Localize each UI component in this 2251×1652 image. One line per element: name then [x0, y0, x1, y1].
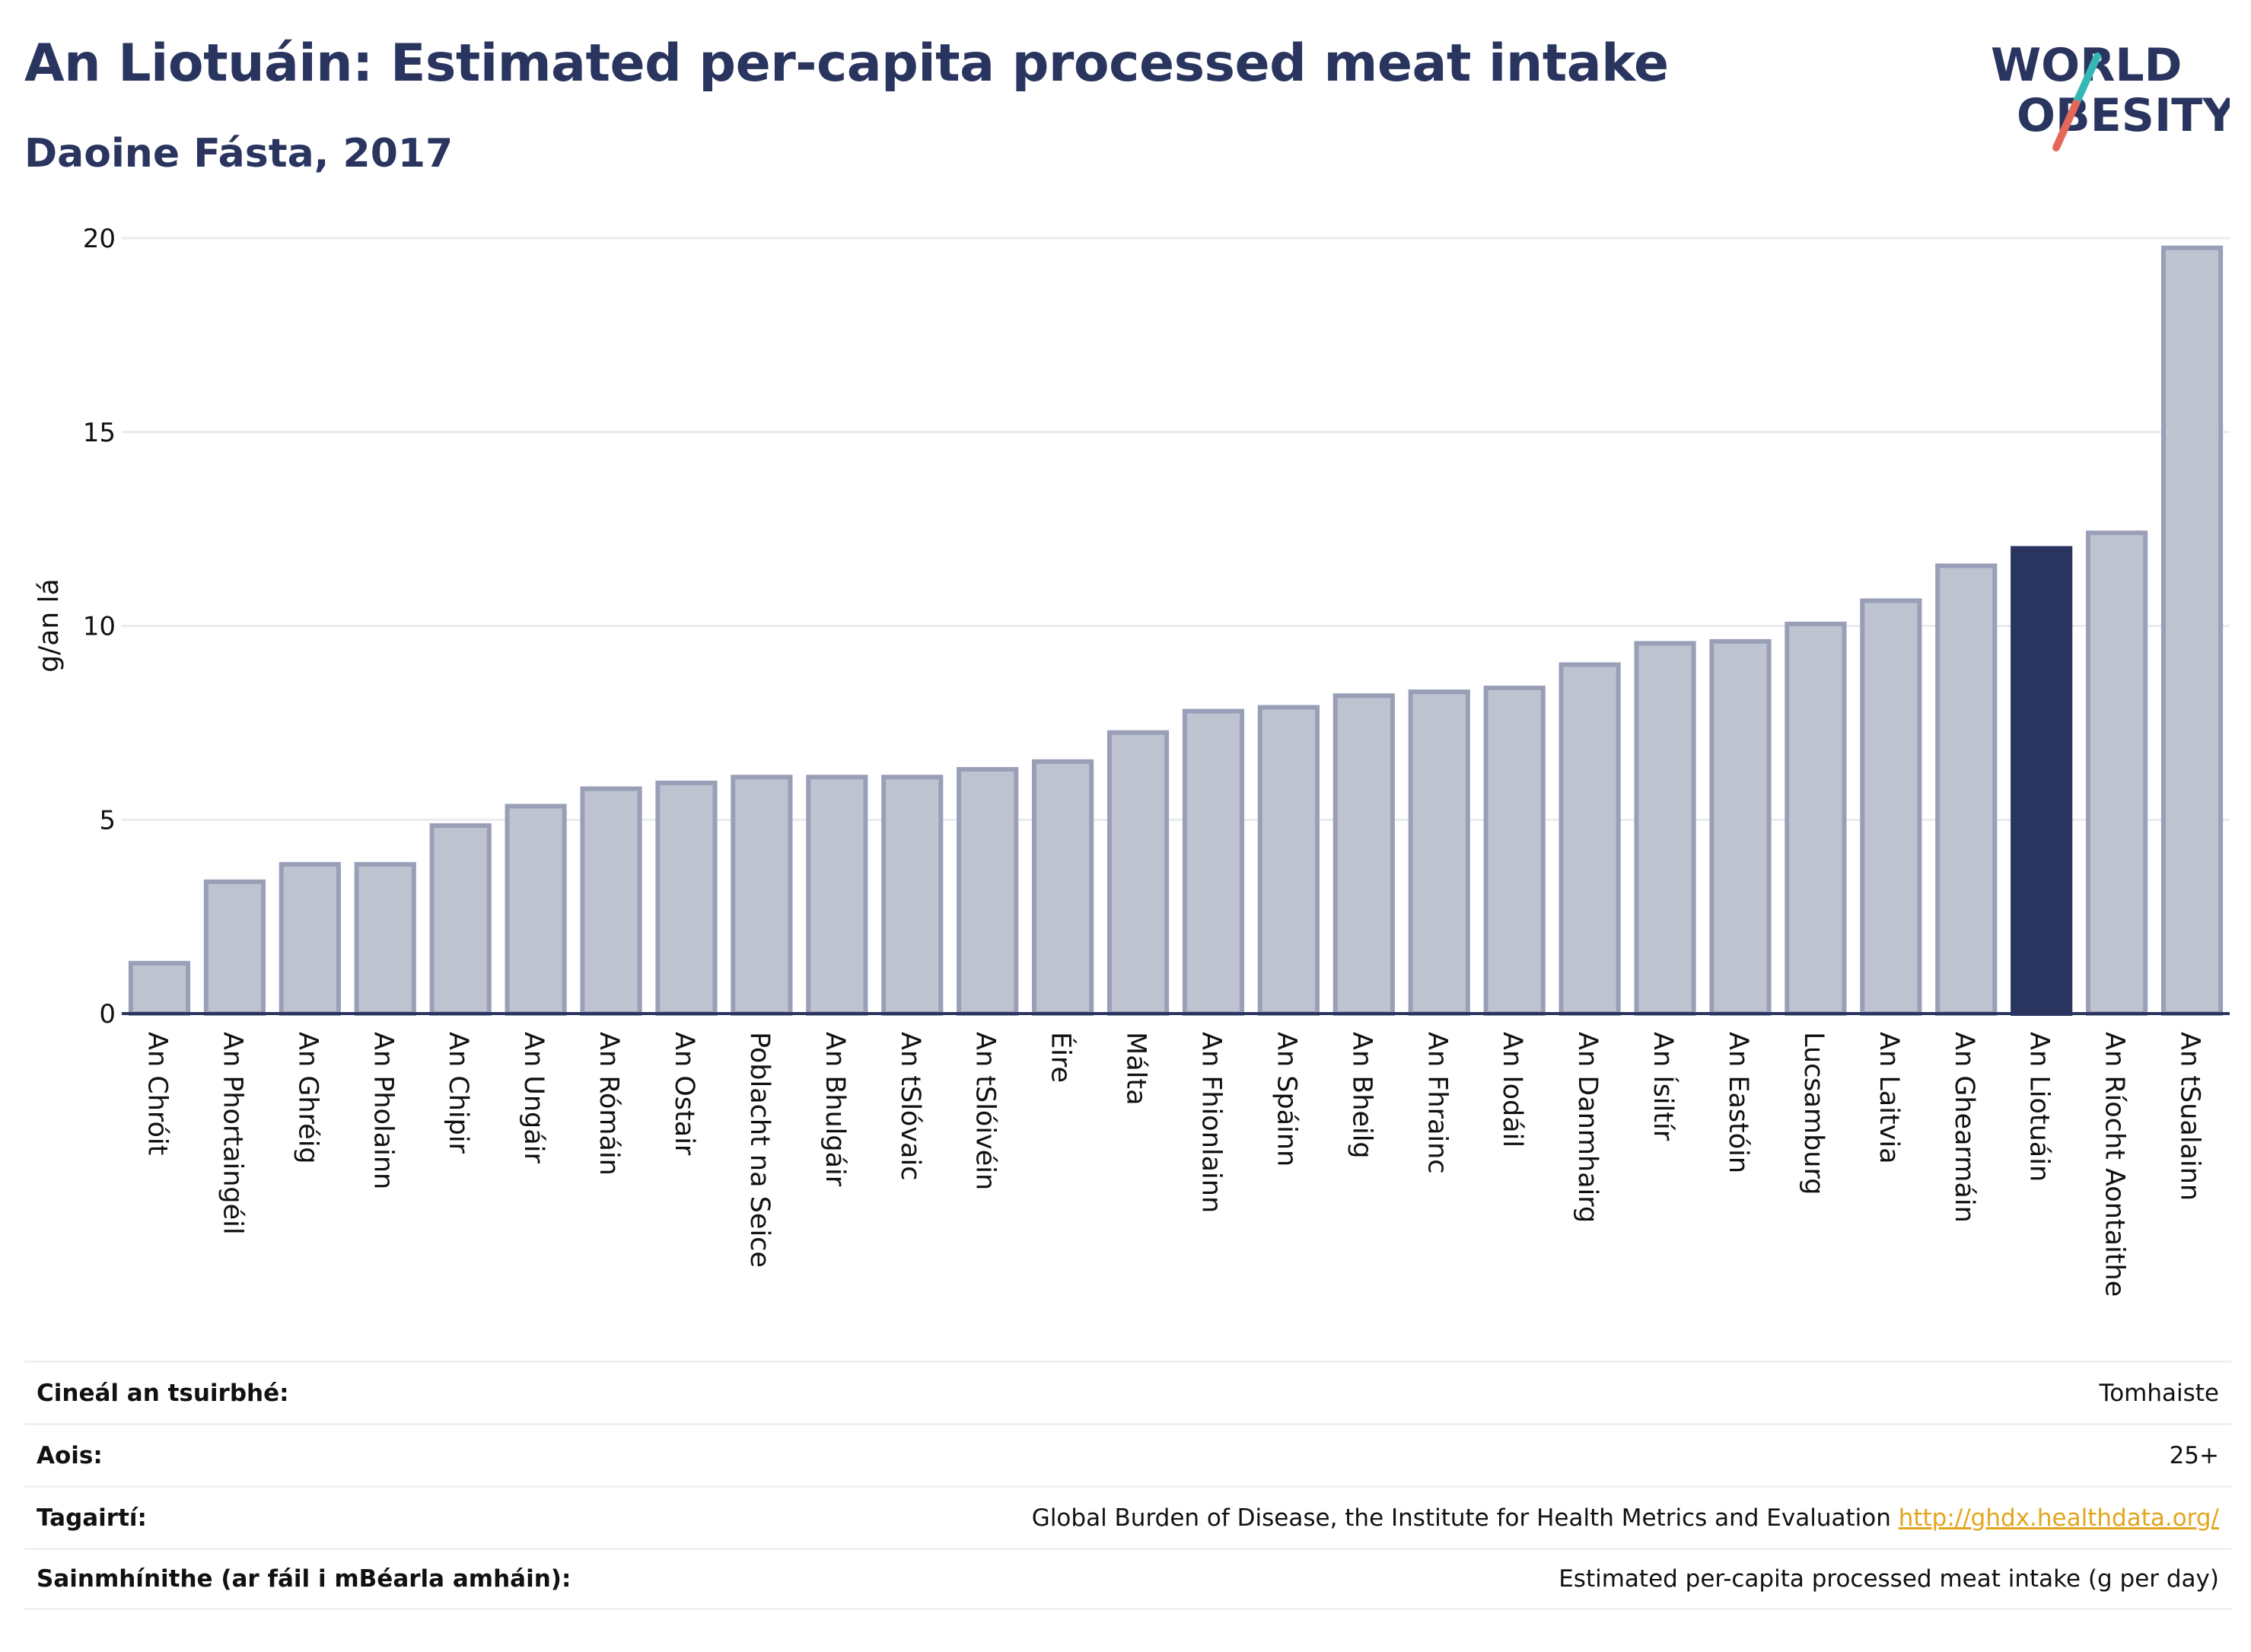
bar — [128, 960, 191, 1017]
y-tick-label: 10 — [83, 612, 116, 642]
logo-slash-teal — [2072, 53, 2101, 107]
bar — [957, 767, 1019, 1016]
x-tick-label: An Ghearmáin — [1949, 1032, 1979, 1223]
chart-title: An Liotuáin: Estimated per-capita proces… — [24, 33, 1669, 94]
metadata-table: Cineál an tsuirbhé: Tomhaiste Aois: 25+ … — [24, 1361, 2231, 1610]
meta-value-group: Global Burden of Disease, the Institute … — [1032, 1504, 2219, 1532]
bar — [1182, 708, 1245, 1017]
bar — [505, 804, 567, 1016]
x-tick-label: An Bheilg — [1346, 1032, 1377, 1159]
x-tick-label: An Fhrainc — [1422, 1032, 1452, 1174]
bar — [1408, 689, 1470, 1016]
x-tick-label: An Phortaingéil — [217, 1032, 247, 1235]
bar — [2160, 245, 2224, 1016]
bar — [1634, 641, 1696, 1016]
y-tick-label: 5 — [99, 805, 116, 836]
y-tick-labels: 0 5 10 15 20 — [83, 224, 116, 1030]
bar-chart: 0 5 10 15 20 An Chróit An Phortaingéil An Ghré… — [33, 224, 2230, 1297]
x-tick-label: An Pholainn — [368, 1032, 398, 1189]
bar — [655, 780, 718, 1017]
bar — [1935, 563, 1998, 1016]
x-tick-label: An Ungáir — [518, 1032, 549, 1163]
bar — [2011, 546, 2073, 1016]
bar — [1860, 598, 1922, 1016]
bar — [580, 786, 642, 1016]
x-tick-label: An Bhulgáir — [820, 1032, 850, 1187]
x-tick-label: An Liotuáin — [2024, 1032, 2055, 1182]
meta-row-age: Aois: 25+ — [24, 1423, 2231, 1485]
bar — [1332, 693, 1395, 1017]
bars — [128, 245, 2224, 1017]
bar — [1032, 759, 1094, 1016]
x-tick-label: Málta — [1121, 1032, 1151, 1106]
meta-label: Sainmhínithe (ar fáil i mBéarla amháin): — [37, 1565, 572, 1593]
x-tick-label: An Fhionlainn — [1196, 1032, 1226, 1213]
meta-row-survey-type: Cineál an tsuirbhé: Tomhaiste — [24, 1361, 2231, 1423]
meta-value: 25+ — [2169, 1441, 2219, 1469]
x-tick-label: Poblacht na Seice — [744, 1032, 775, 1268]
x-tick-label: An Ostair — [669, 1032, 699, 1156]
x-tick-label: An Laitvia — [1874, 1032, 1904, 1164]
meta-label: Aois: — [37, 1441, 103, 1469]
bar — [731, 775, 793, 1017]
bar — [354, 861, 416, 1017]
bar — [279, 861, 341, 1017]
bar — [1559, 662, 1621, 1016]
x-tick-label: An Rómáin — [594, 1032, 624, 1176]
x-tick-label: An Chróit — [142, 1032, 172, 1155]
y-axis-label: g/an lá — [33, 578, 65, 672]
x-tick-label: An Spáinn — [1271, 1032, 1301, 1167]
x-tick-labels: An Chróit An Phortaingéil An Ghréig An Phol… — [142, 1032, 2205, 1297]
x-tick-label: An Ghréig — [292, 1032, 323, 1164]
bar — [1106, 730, 1170, 1016]
bar — [881, 775, 944, 1017]
x-tick-label: An Ísiltír — [1648, 1032, 1679, 1141]
meta-row-references: Tagairtí: Global Burden of Disease, the … — [24, 1485, 2231, 1548]
bar — [1709, 638, 1772, 1016]
meta-value: Global Burden of Disease, the Institute … — [1031, 1504, 1891, 1532]
x-tick-label: An Iodáil — [1497, 1032, 1527, 1147]
x-tick-label: Lucsamburg — [1798, 1032, 1829, 1195]
bar — [2086, 530, 2148, 1016]
meta-label: Cineál an tsuirbhé: — [37, 1379, 289, 1407]
x-tick-label: An Ríocht Aontaithe — [2100, 1032, 2130, 1297]
x-tick-label: An tSlóivéin — [970, 1032, 1001, 1190]
reference-link[interactable]: http://ghdx.healthdata.org/ — [1898, 1504, 2219, 1532]
bar — [1785, 621, 1847, 1016]
x-tick-label: Éire — [1046, 1032, 1078, 1083]
x-tick-label: An Chipir — [443, 1032, 473, 1154]
y-tick-label: 20 — [83, 224, 116, 254]
world-obesity-logo: WORLD OBESITY — [1991, 39, 2230, 151]
logo-line2: OBESITY — [2017, 89, 2230, 142]
meta-value: Estimated per-capita processed meat inta… — [1559, 1565, 2219, 1593]
bar — [1483, 686, 1546, 1017]
x-tick-label: An Danmhairg — [1572, 1032, 1603, 1223]
x-tick-label: An Eastóin — [1723, 1032, 1753, 1173]
bar — [429, 823, 492, 1016]
bar — [1257, 705, 1320, 1016]
x-tick-label: An tSualainn — [2175, 1032, 2205, 1201]
logo-slash-red — [2052, 100, 2080, 151]
bar — [806, 775, 868, 1017]
y-tick-label: 0 — [99, 999, 116, 1030]
meta-row-definitions: Sainmhínithe (ar fáil i mBéarla amháin):… — [24, 1548, 2231, 1610]
bar — [203, 879, 266, 1017]
y-tick-label: 15 — [83, 418, 116, 448]
x-tick-label: An tSlóvaic — [895, 1032, 925, 1180]
chart-subtitle: Daoine Fásta, 2017 — [24, 131, 454, 177]
meta-value: Tomhaiste — [2099, 1379, 2219, 1407]
meta-label: Tagairtí: — [37, 1504, 147, 1532]
